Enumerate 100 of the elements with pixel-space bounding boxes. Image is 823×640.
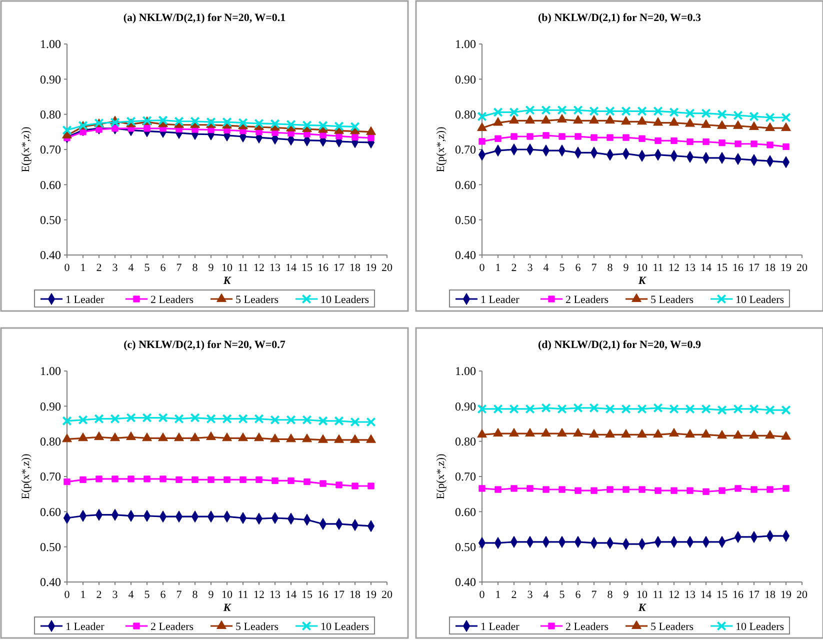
y-tick-label: 0.70 bbox=[40, 142, 61, 157]
point bbox=[174, 116, 184, 126]
legend-label: 10 Leaders bbox=[736, 294, 784, 306]
y-tick-label: 1.00 bbox=[40, 37, 61, 52]
point bbox=[653, 106, 663, 116]
x-tick-label: 18 bbox=[350, 262, 361, 274]
x-tick-label: 1 bbox=[80, 589, 86, 601]
point bbox=[304, 478, 310, 486]
y-tick-label: 0.90 bbox=[455, 72, 476, 86]
point bbox=[605, 404, 615, 414]
point bbox=[62, 416, 72, 426]
x-tick-label: 4 bbox=[128, 262, 134, 274]
point bbox=[368, 134, 374, 142]
point bbox=[621, 106, 631, 116]
point bbox=[766, 142, 774, 148]
y-tick-label: 0.70 bbox=[455, 142, 476, 157]
point bbox=[525, 105, 535, 115]
x-tick-label: 15 bbox=[302, 262, 313, 274]
point bbox=[128, 476, 134, 482]
point bbox=[238, 118, 248, 128]
legend-label: 2 Leaders bbox=[150, 294, 194, 306]
x-tick-label: 20 bbox=[382, 589, 393, 601]
point bbox=[685, 428, 695, 438]
x-tick-label: 20 bbox=[796, 589, 808, 601]
point bbox=[272, 477, 278, 484]
x-tick-label: 8 bbox=[607, 262, 614, 274]
point bbox=[637, 116, 647, 125]
x-tick-label: 2 bbox=[511, 589, 517, 601]
point bbox=[254, 432, 264, 442]
point bbox=[702, 488, 710, 495]
point bbox=[302, 415, 312, 425]
point bbox=[494, 486, 502, 493]
point bbox=[765, 430, 775, 439]
point bbox=[144, 476, 150, 482]
x-tick-label: 10 bbox=[222, 589, 233, 601]
point bbox=[525, 428, 535, 437]
point bbox=[160, 476, 166, 482]
x-axis-title: K bbox=[222, 275, 232, 287]
point bbox=[653, 428, 663, 438]
point bbox=[509, 428, 519, 437]
point bbox=[542, 132, 550, 139]
point bbox=[669, 107, 679, 118]
point bbox=[749, 430, 759, 439]
point bbox=[749, 121, 759, 130]
point bbox=[510, 485, 518, 492]
point bbox=[701, 119, 711, 128]
x-tick-label: 5 bbox=[144, 262, 150, 274]
x-tick-label: 8 bbox=[192, 589, 198, 601]
point bbox=[558, 486, 566, 493]
point bbox=[96, 126, 102, 133]
x-tick-label: 5 bbox=[559, 589, 566, 601]
point bbox=[781, 405, 791, 415]
point bbox=[557, 428, 567, 437]
point bbox=[766, 486, 774, 493]
point bbox=[206, 414, 216, 424]
x-tick-label: 20 bbox=[796, 262, 808, 274]
x-tick-label: 6 bbox=[575, 262, 582, 274]
point bbox=[765, 122, 775, 131]
point bbox=[637, 106, 647, 116]
point bbox=[669, 117, 679, 126]
x-tick-label: 3 bbox=[527, 589, 534, 601]
point bbox=[750, 140, 758, 148]
x-tick-label: 12 bbox=[668, 589, 680, 601]
point bbox=[477, 404, 487, 414]
point bbox=[493, 428, 503, 437]
point bbox=[749, 112, 759, 122]
point bbox=[734, 485, 742, 492]
legend-label: 5 Leaders bbox=[650, 620, 694, 633]
point bbox=[526, 133, 534, 140]
point bbox=[686, 487, 694, 494]
x-tick-label: 12 bbox=[254, 589, 264, 601]
x-tick-label: 8 bbox=[192, 262, 198, 274]
point bbox=[526, 485, 534, 492]
legend-label: 10 Leaders bbox=[736, 620, 784, 633]
legend-label: 5 Leaders bbox=[236, 620, 279, 633]
point bbox=[733, 404, 743, 414]
point bbox=[286, 434, 296, 442]
y-tick-label: 1.00 bbox=[40, 364, 61, 378]
point bbox=[96, 476, 102, 482]
point bbox=[176, 476, 182, 483]
point bbox=[733, 110, 743, 120]
point bbox=[288, 477, 294, 484]
point bbox=[669, 404, 679, 414]
point bbox=[366, 417, 376, 427]
y-tick-label: 0.40 bbox=[40, 248, 61, 262]
x-tick-label: 7 bbox=[176, 589, 182, 601]
point bbox=[718, 487, 726, 494]
x-tick-label: 10 bbox=[636, 262, 648, 274]
legend-label: 5 Leaders bbox=[236, 294, 279, 306]
point bbox=[654, 137, 662, 144]
y-tick-label: 1.00 bbox=[455, 364, 476, 378]
point bbox=[494, 135, 502, 142]
chart-title: (d) NKLW/D(2,1) for N=20, W=0.9 bbox=[538, 339, 702, 351]
point bbox=[493, 404, 503, 414]
point bbox=[240, 476, 246, 483]
y-tick-label: 0.40 bbox=[455, 248, 476, 262]
legend-label: 2 Leaders bbox=[566, 294, 609, 306]
y-tick-label: 0.40 bbox=[455, 575, 476, 590]
point bbox=[318, 434, 328, 443]
x-tick-label: 7 bbox=[591, 589, 598, 601]
